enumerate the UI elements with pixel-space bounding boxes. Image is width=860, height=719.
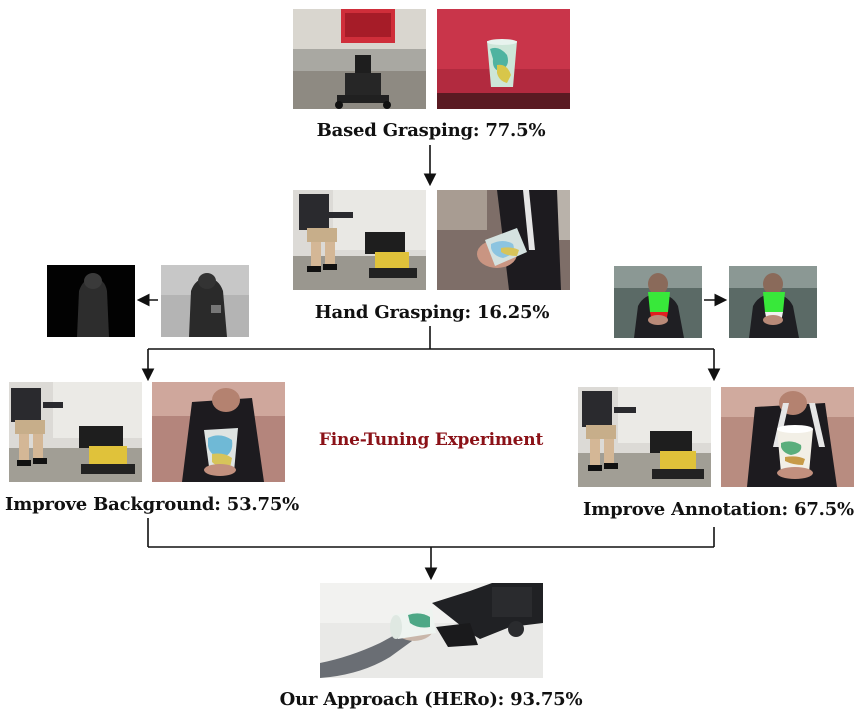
hand-grasping-label: Hand Grasping: 16.25% bbox=[314, 302, 550, 323]
based-robot-photo bbox=[293, 9, 426, 109]
improve-background-label: Improve Background: 53.75% bbox=[5, 494, 300, 515]
based-grasping-label: Based Grasping: 77.5% bbox=[316, 120, 546, 141]
depth-map-dark-photo bbox=[47, 265, 135, 337]
fine-tuning-title: Fine-Tuning Experiment bbox=[318, 430, 544, 450]
based-cup-closeup-photo bbox=[437, 9, 570, 109]
approach-robot-gripper-photo bbox=[320, 583, 543, 678]
depth-map-gray-photo bbox=[161, 265, 249, 337]
annotation-mask-photo-2 bbox=[729, 266, 817, 338]
hand-cup-closeup-photo bbox=[437, 190, 570, 290]
hand-scene-photo bbox=[293, 190, 426, 290]
annotation-scene-photo bbox=[578, 387, 711, 487]
our-approach-label: Our Approach (HERo): 93.75% bbox=[279, 689, 583, 710]
annotation-cup-closeup-photo bbox=[721, 387, 854, 487]
background-cup-closeup-photo bbox=[152, 382, 285, 482]
improve-annotation-label: Improve Annotation: 67.5% bbox=[583, 499, 854, 520]
annotation-mask-photo-1 bbox=[614, 266, 702, 338]
background-scene-photo bbox=[9, 382, 142, 482]
